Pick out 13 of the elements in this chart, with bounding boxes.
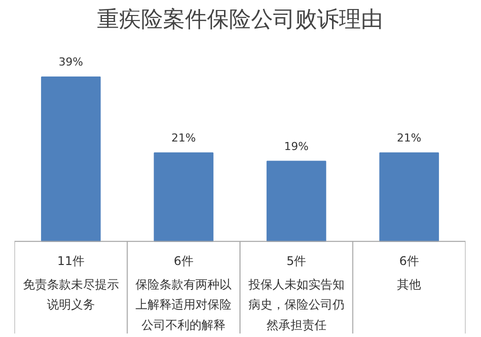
x-tick-label: 免责条款未尽提示说明义务 [22, 277, 119, 312]
data-label: 39% [58, 56, 84, 69]
data-label: 21% [396, 131, 422, 144]
text: 6件 [399, 254, 419, 268]
text: 6件 [174, 254, 194, 268]
chart-title: 重疾险案件保险公司败诉理由 [97, 8, 383, 32]
x-tick-label: 其他 [397, 277, 422, 292]
x-tick-label: 保险条款有两种以上解释适用对保险公司不利的解释 [136, 277, 232, 332]
data-label: 21% [171, 131, 196, 144]
text: 5件 [286, 254, 306, 268]
data-label: 19% [284, 140, 309, 153]
text: 11件 [57, 254, 85, 268]
x-tick-label: 投保人未如实告知病史，保险公司仍然承担责任 [247, 277, 344, 332]
